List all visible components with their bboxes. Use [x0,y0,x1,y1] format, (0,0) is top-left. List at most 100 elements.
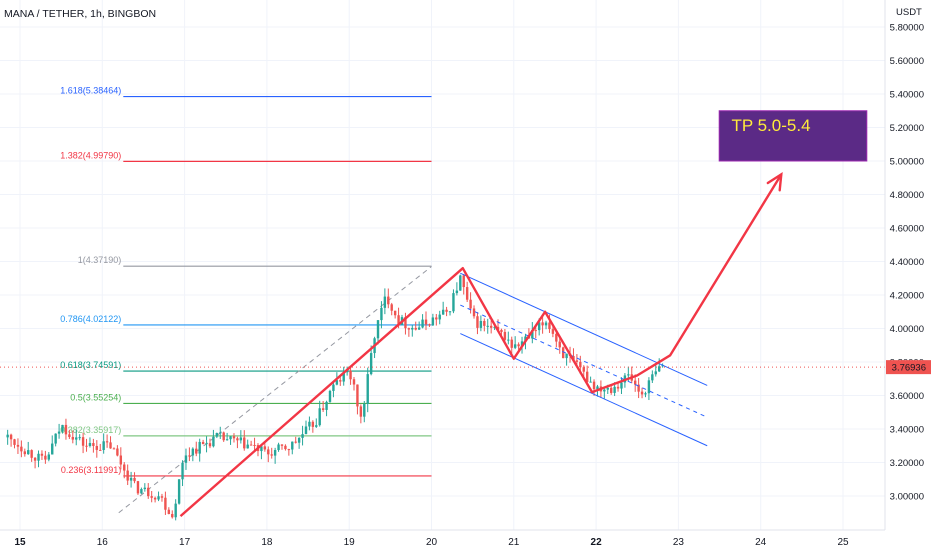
candle-body [555,333,558,342]
candle-body [133,477,136,482]
candle-body [328,390,332,402]
candle-body [345,370,349,373]
candle-body [23,451,27,455]
candle-body [606,387,609,390]
candle-body [445,309,448,312]
candle-body [260,446,263,452]
candle-body [459,275,462,291]
axis-background [885,0,932,550]
candle-body [297,437,301,443]
candle-body [304,426,308,435]
candle-body [517,344,520,347]
channel-lower-line [460,333,708,447]
candle-body [291,441,294,450]
candle-body [325,401,328,410]
candle-body [565,353,568,359]
date-tick-label: 25 [837,537,849,548]
candle-body [620,382,623,389]
candle-body [75,437,78,440]
candle-body [208,443,212,447]
candle-body [167,509,171,514]
candle-body [613,386,616,393]
candle-body [219,432,222,434]
candle-body [472,308,476,317]
candle-body [431,317,435,326]
arrow-head [766,172,783,192]
candle-body [356,384,359,407]
candle-body [109,442,112,449]
candle-body [404,317,407,329]
candle-body [16,444,20,447]
candle-body [236,438,239,441]
candle-body [71,436,75,440]
candle-body [164,497,167,510]
date-tick-label: 18 [261,537,273,548]
price-tick-label: 5.00000 [890,157,924,168]
candle-body [157,496,160,500]
candle-body [558,341,561,348]
candle-body [524,336,527,342]
tp-target-box[interactable] [718,110,868,162]
date-tick-label: 21 [508,537,520,548]
candle-body [301,434,304,438]
candle-body [582,367,585,372]
candle-body [177,479,181,504]
price-tick-label: 5.40000 [890,90,924,101]
candle-body [249,444,253,446]
candle-body [510,339,513,348]
candle-body [342,372,345,382]
candle-body [51,443,54,455]
candle-body [57,431,61,434]
candle-body [579,361,582,368]
candle-body [366,374,369,404]
projection-path[interactable] [179,173,783,518]
candle-body [455,290,459,294]
candle-body [390,304,393,311]
candle-body [387,296,390,305]
candle-body [534,330,537,332]
last-price-badge [886,360,931,375]
candle-body [339,380,342,382]
candle-body [123,464,126,471]
candle-body [596,386,599,390]
candle-body [421,319,424,328]
price-tick-label: 3.40000 [890,425,924,436]
price-tick-label: 4.20000 [890,291,924,302]
candle-body [78,437,81,439]
candle-body [47,454,51,460]
candle-body [500,329,503,332]
candle-body [369,353,373,375]
candle-body [212,436,215,447]
candle-body [397,315,400,325]
candle-body [483,320,486,326]
candle-body [332,384,335,391]
candle-body [174,503,177,518]
last-price-label: 3.76936 [892,363,926,374]
axis-unit: USDT [896,7,922,18]
candle-body [136,481,140,494]
candle-body [651,374,654,381]
candle-body [181,462,184,480]
candle-body [37,453,40,461]
fib-level-label: 0.382(3.35917) [60,425,121,435]
candle-body [380,307,383,321]
price-tick-label: 3.60000 [890,391,924,402]
candle-body [513,344,517,348]
candle-body [424,319,428,325]
candle-body [616,386,620,389]
candle-body [503,331,507,340]
candle-body [603,389,606,392]
candle-body [143,487,147,490]
candle-body [102,441,105,450]
fib-level-label: 1(4.37190) [78,255,122,265]
candle-body [537,322,541,331]
candle-body [428,324,431,326]
price-tick-label: 5.80000 [890,23,924,34]
candle-body [147,487,150,497]
candle-body [585,371,589,383]
candle-body [520,341,524,347]
candle-body [150,496,153,498]
candle-body [246,444,249,449]
candle-body [44,455,47,460]
